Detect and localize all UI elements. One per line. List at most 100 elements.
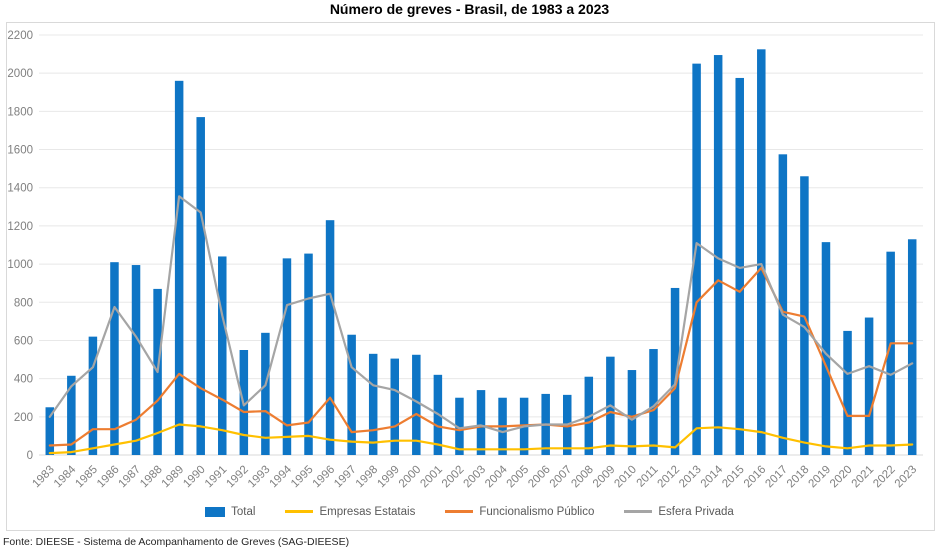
x-label-1996: 1996 [311,464,338,491]
bar-2019 [821,242,831,455]
x-label-2010: 2010 [612,464,639,491]
x-label-2011: 2011 [635,464,661,490]
x-label-2018: 2018 [785,464,812,491]
chart-legend: Total Empresas Estatais Funcionalismo Públ… [0,503,939,520]
bar-2012 [670,287,680,455]
x-axis-year-labels: 1983198419851986198719881989199019911992… [30,463,919,490]
source-footer: Fonte: DIEESE - Sistema de Acompanhament… [3,536,350,548]
bar-1984 [67,375,76,455]
svg-text:1600: 1600 [7,145,33,157]
bar-1986 [110,262,119,455]
bar-2020 [843,330,852,455]
legend-item-empresas-estatais: Empresas Estatais [285,506,415,518]
x-label-2014: 2014 [699,463,726,490]
x-label-1987: 1987 [117,464,144,491]
x-label-2005: 2005 [505,464,532,491]
bar-2017 [778,154,788,455]
bar-1994 [282,258,292,455]
gridlines [39,34,923,456]
bar-1991 [218,256,227,455]
x-label-2020: 2020 [828,464,855,491]
x-label-2009: 2009 [591,464,618,491]
bar-1987 [131,265,141,455]
x-label-2000: 2000 [397,464,424,491]
svg-text:800: 800 [14,297,33,309]
x-label-2023: 2023 [893,464,920,491]
bar-2015 [735,77,744,456]
bar-1996 [325,220,335,455]
bar-2016 [757,49,766,456]
svg-text:400: 400 [14,374,33,386]
svg-text:1200: 1200 [7,221,33,233]
x-label-1995: 1995 [289,464,316,491]
x-label-1998: 1998 [354,464,381,491]
x-label-1984: 1984 [52,463,79,490]
bar-2000 [412,354,421,455]
chart-title: Número de greves - Brasil, de 1983 a 202… [329,1,610,17]
x-label-1994: 1994 [268,463,295,490]
legend-line-swatch-empresas-estatais [285,510,314,513]
bar-2011 [649,349,658,455]
x-label-2002: 2002 [440,464,467,491]
bar-1990 [196,117,205,455]
bar-1985 [88,336,98,455]
svg-text:600: 600 [14,335,33,347]
line-esfera-privada [48,195,914,434]
x-label-2013: 2013 [677,464,704,491]
x-label-1990: 1990 [181,464,208,491]
bar-1993 [261,332,270,455]
legend-item-total: Total [205,506,255,518]
bar-1998 [368,353,378,455]
y-axis-tick-labels: 0 200 400 600 800 1000 1200 1400 1600 1800 2000 220… [7,30,33,462]
x-label-2016: 2016 [742,464,769,491]
legend-line-swatch-esfera-privada [624,510,653,513]
x-label-2012: 2012 [656,464,683,491]
line-empresas-estatais [48,423,914,455]
x-label-2022: 2022 [871,464,898,491]
bar-1997 [347,334,356,455]
x-label-1985: 1985 [73,464,100,491]
x-label-1983: 1983 [30,464,57,491]
bar-1999 [390,358,400,455]
legend-item-funcionalismo-p-blico: Funcionalismo Público [445,506,594,518]
bar-1983 [45,407,55,455]
bar-2010 [627,370,637,455]
legend-bar-swatch-total [205,506,226,517]
x-label-2003: 2003 [462,464,489,491]
svg-text:1400: 1400 [7,183,33,195]
total-bars [45,49,917,456]
bar-2022 [886,251,895,455]
bar-2003 [476,390,486,455]
bar-1995 [304,253,313,455]
bar-1989 [174,80,184,456]
svg-text:0: 0 [27,450,33,462]
legend-label: Total [231,505,256,518]
legend-item-esfera-privada: Esfera Privada [624,505,734,518]
x-label-2015: 2015 [720,464,747,491]
x-label-2008: 2008 [569,464,596,491]
bar-2002 [455,397,464,455]
x-label-1997: 1997 [332,464,359,491]
svg-text:2000: 2000 [7,68,33,80]
legend-label: Esfera Privada [658,505,734,518]
x-label-1986: 1986 [95,464,122,491]
bar-2014 [713,55,723,455]
svg-text:200: 200 [14,412,33,424]
x-label-1988: 1988 [138,464,165,491]
x-label-2019: 2019 [807,464,834,491]
bar-2021 [864,317,874,455]
legend-line-swatch-funcionalismo-p-blico [445,510,474,513]
x-label-1991: 1991 [203,464,230,491]
legend-label: Funcionalismo Público [479,505,595,518]
x-label-2007: 2007 [548,464,575,491]
legend-label: Empresas Estatais [319,505,416,518]
bar-2013 [692,63,701,456]
x-label-2001: 2001 [418,464,445,491]
x-label-1999: 1999 [375,464,402,491]
svg-text:1000: 1000 [7,259,33,271]
x-label-2017: 2017 [763,464,790,491]
x-label-2006: 2006 [526,464,553,491]
x-label-2021: 2021 [850,464,877,491]
x-label-1993: 1993 [246,464,273,491]
